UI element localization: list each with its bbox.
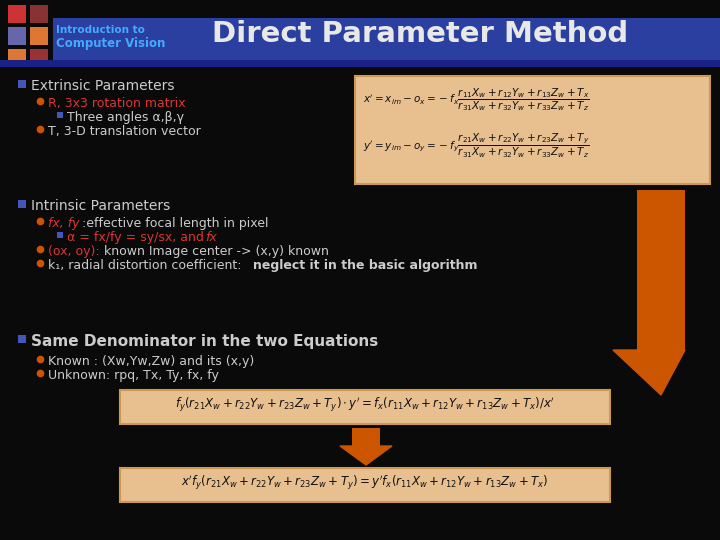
- Text: Introduction to: Introduction to: [56, 25, 145, 35]
- Text: Computer Vision: Computer Vision: [56, 37, 166, 50]
- Bar: [18, 335, 26, 343]
- Bar: [53, 18, 720, 60]
- Text: :effective focal length in pixel: :effective focal length in pixel: [78, 217, 269, 230]
- Text: R, 3x3 rotation matrix: R, 3x3 rotation matrix: [48, 97, 186, 110]
- FancyBboxPatch shape: [120, 468, 610, 502]
- Bar: [8, 5, 26, 23]
- Text: T, 3-D translation vector: T, 3-D translation vector: [48, 125, 201, 138]
- Bar: [352, 428, 380, 446]
- Text: Intrinsic Parameters: Intrinsic Parameters: [31, 199, 170, 213]
- Bar: [57, 112, 63, 118]
- Bar: [8, 49, 26, 67]
- Bar: [30, 5, 48, 23]
- Text: known Image center -> (x,y) known: known Image center -> (x,y) known: [100, 245, 329, 258]
- Text: $x'f_y(r_{21}X_w + r_{22}Y_w + r_{23}Z_w + T_y) = y'f_x(r_{11}X_w + r_{12}Y_w + : $x'f_y(r_{21}X_w + r_{22}Y_w + r_{23}Z_w…: [181, 474, 549, 492]
- Text: (ox, oy):: (ox, oy):: [48, 245, 99, 258]
- Text: k₁, radial distortion coefficient:: k₁, radial distortion coefficient:: [48, 259, 246, 272]
- Bar: [30, 27, 48, 45]
- Text: neglect it in the basic algorithm: neglect it in the basic algorithm: [253, 259, 477, 272]
- Text: Three angles α,β,γ: Three angles α,β,γ: [67, 111, 184, 124]
- Bar: [637, 190, 685, 350]
- Text: α = fx/fy = sy/sx, and: α = fx/fy = sy/sx, and: [67, 231, 208, 244]
- FancyBboxPatch shape: [120, 390, 610, 424]
- Bar: [8, 27, 26, 45]
- Bar: [30, 49, 48, 67]
- Bar: [0, 60, 720, 67]
- Bar: [57, 232, 63, 238]
- FancyBboxPatch shape: [355, 76, 710, 184]
- Text: Unknown: rpq, Tx, Ty, fx, fy: Unknown: rpq, Tx, Ty, fx, fy: [48, 369, 219, 382]
- Text: $x'= x_{im} - o_x = -f_x \dfrac{r_{11}X_w + r_{12}Y_w + r_{13}Z_w + T_x}{r_{31}X: $x'= x_{im} - o_x = -f_x \dfrac{r_{11}X_…: [363, 86, 590, 113]
- Text: $f_y(r_{21}X_w + r_{22}Y_w + r_{23}Z_w + T_y)\cdot y' = f_x(r_{11}X_w + r_{12}Y_: $f_y(r_{21}X_w + r_{22}Y_w + r_{23}Z_w +…: [175, 396, 555, 415]
- Text: fx, fy: fx, fy: [48, 217, 79, 230]
- Polygon shape: [340, 446, 392, 465]
- Text: fx: fx: [205, 231, 217, 244]
- Text: Direct Parameter Method: Direct Parameter Method: [212, 20, 628, 48]
- Bar: [18, 200, 26, 208]
- Polygon shape: [613, 350, 685, 395]
- Text: $y'= y_{im} - o_y = -f_y \dfrac{r_{21}X_w + r_{22}Y_w + r_{23}Z_w + T_y}{r_{31}X: $y'= y_{im} - o_y = -f_y \dfrac{r_{21}X_…: [363, 132, 590, 160]
- Text: Extrinsic Parameters: Extrinsic Parameters: [31, 79, 174, 93]
- Text: Same Denominator in the two Equations: Same Denominator in the two Equations: [31, 334, 378, 349]
- Bar: [18, 80, 26, 88]
- Text: Known : (Xw,Yw,Zw) and its (x,y): Known : (Xw,Yw,Zw) and its (x,y): [48, 355, 254, 368]
